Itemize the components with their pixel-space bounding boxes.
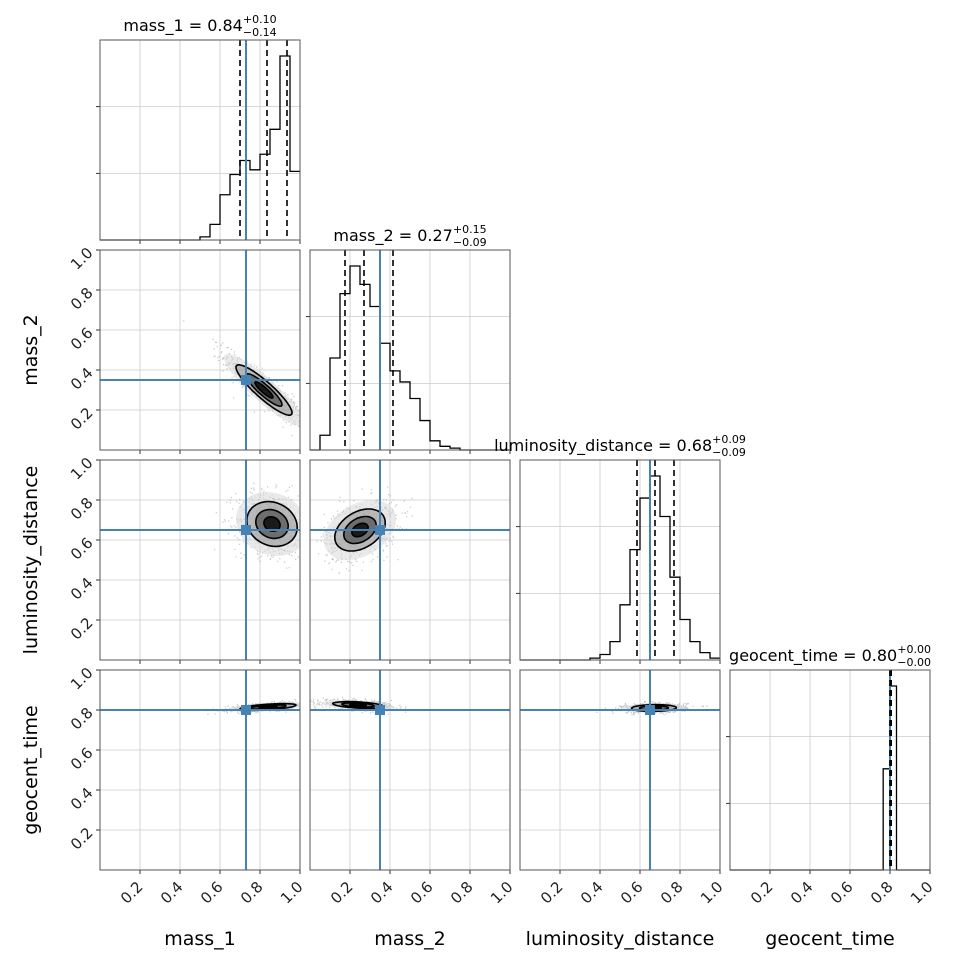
panel-border <box>99 249 301 451</box>
density-contour <box>349 703 367 707</box>
y-tick-label: 0.6 <box>67 324 97 354</box>
title-plus: +0.00 <box>897 643 931 656</box>
panel-mass_1-vs-luminosity_distance <box>96 459 301 664</box>
injection-marker <box>241 525 251 535</box>
title-main: luminosity_distance = 0.68 <box>494 436 712 456</box>
panel-border <box>729 669 931 871</box>
y-tick-label: 0.2 <box>67 614 97 644</box>
y-axis-label-mass_2: mass_2 <box>20 314 42 386</box>
histogram-title-minus: −0.14 <box>243 26 277 39</box>
y-tick-label: 0.8 <box>67 284 97 314</box>
x-tick-label: 0.2 <box>537 878 567 908</box>
x-tick-label: 1.0 <box>697 878 727 908</box>
panel-border <box>309 669 511 871</box>
panel-luminosity_distance-vs-geocent_time <box>519 669 721 874</box>
x-tick-label: 0.6 <box>827 878 857 908</box>
x-tick-label: 0.6 <box>197 878 227 908</box>
x-axis-label-mass_2: mass_2 <box>374 928 446 950</box>
x-tick-label: 0.4 <box>577 878 607 908</box>
x-axis-label-luminosity_distance: luminosity_distance <box>526 928 715 950</box>
injection-marker <box>241 705 251 715</box>
panel-mass_2-vs-luminosity_distance <box>309 459 511 664</box>
y-tick-label: 0.6 <box>67 744 97 774</box>
density-contour <box>258 705 278 709</box>
x-tick-label: 0.4 <box>367 878 397 908</box>
y-tick-label: 0.2 <box>67 824 97 854</box>
panel-content <box>310 696 407 715</box>
histogram-title-mass_2: mass_2 = 0.27+0.15 <box>333 223 486 246</box>
x-axis-label-geocent_time: geocent_time <box>765 928 894 950</box>
histogram-title-minus: −0.09 <box>712 446 746 459</box>
histogram-mass_1 <box>96 39 301 244</box>
x-tick-label: 0.8 <box>447 878 477 908</box>
panel-border <box>309 459 511 661</box>
y-tick-label: 1.0 <box>67 664 97 694</box>
x-tick-label: 0.8 <box>237 878 267 908</box>
panel-content <box>214 482 300 569</box>
histogram-title-minus: −0.00 <box>897 656 931 669</box>
title-plus: +0.15 <box>453 223 487 236</box>
y-tick-label: 0.8 <box>67 494 97 524</box>
injection-marker <box>375 705 385 715</box>
panel-border <box>99 459 301 661</box>
x-tick-label: 1.0 <box>907 878 937 908</box>
y-tick-label: 0.4 <box>67 364 97 394</box>
panel-mass_1-vs-geocent_time <box>96 669 301 874</box>
injection-marker <box>375 525 385 535</box>
y-tick-label: 1.0 <box>67 244 97 274</box>
y-tick-label: 0.6 <box>67 534 97 564</box>
title-plus: +0.10 <box>243 13 277 26</box>
histogram-luminosity_distance <box>516 459 721 664</box>
density-contour <box>263 516 281 532</box>
panel-content <box>183 320 300 437</box>
x-tick-label: 0.4 <box>787 878 817 908</box>
histogram-title-minus: −0.09 <box>453 236 487 249</box>
panel-mass_1-vs-mass_2 <box>96 249 301 454</box>
x-tick-label: 1.0 <box>277 878 307 908</box>
x-tick-label: 0.2 <box>117 878 147 908</box>
title-plus: +0.09 <box>712 433 746 446</box>
x-tick-label: 0.8 <box>867 878 897 908</box>
x-tick-label: 0.2 <box>327 878 357 908</box>
y-tick-label: 0.4 <box>67 574 97 604</box>
panel-border <box>309 249 511 451</box>
histogram-steps <box>100 55 300 241</box>
histogram-title-geocent_time: geocent_time = 0.80+0.00 <box>729 643 931 666</box>
title-main: mass_1 = 0.84 <box>123 16 242 36</box>
x-tick-label: 0.8 <box>657 878 687 908</box>
histogram-geocent_time <box>726 669 931 874</box>
x-tick-label: 0.4 <box>157 878 187 908</box>
x-tick-label: 0.6 <box>617 878 647 908</box>
injection-marker <box>645 705 655 715</box>
histogram-steps <box>730 685 930 871</box>
panel-border <box>99 39 301 241</box>
histogram-steps <box>310 265 510 451</box>
histogram-mass_2 <box>306 249 511 454</box>
panel-content <box>203 698 300 715</box>
x-axis-label-mass_1: mass_1 <box>164 928 236 950</box>
panel-mass_2-vs-geocent_time <box>309 669 511 874</box>
histogram-steps <box>520 475 720 661</box>
y-axis-label-luminosity_distance: luminosity_distance <box>20 466 42 655</box>
panel-border <box>519 669 721 871</box>
histogram-title-mass_1: mass_1 = 0.84+0.10 <box>123 13 276 36</box>
title-main: mass_2 = 0.27 <box>333 226 452 246</box>
panel-border <box>99 669 301 871</box>
x-tick-label: 1.0 <box>487 878 517 908</box>
y-axis-label-geocent_time: geocent_time <box>20 705 42 834</box>
y-tick-label: 0.4 <box>67 784 97 814</box>
y-tick-label: 1.0 <box>67 454 97 484</box>
injection-marker <box>241 375 251 385</box>
x-tick-label: 0.6 <box>407 878 437 908</box>
title-main: geocent_time = 0.80 <box>729 646 897 666</box>
y-tick-label: 0.2 <box>67 404 97 434</box>
panel-border <box>519 459 721 661</box>
x-tick-label: 0.2 <box>747 878 777 908</box>
histogram-title-luminosity_distance: luminosity_distance = 0.68+0.09 <box>494 433 746 456</box>
density-contour <box>254 381 274 399</box>
y-tick-label: 0.8 <box>67 704 97 734</box>
